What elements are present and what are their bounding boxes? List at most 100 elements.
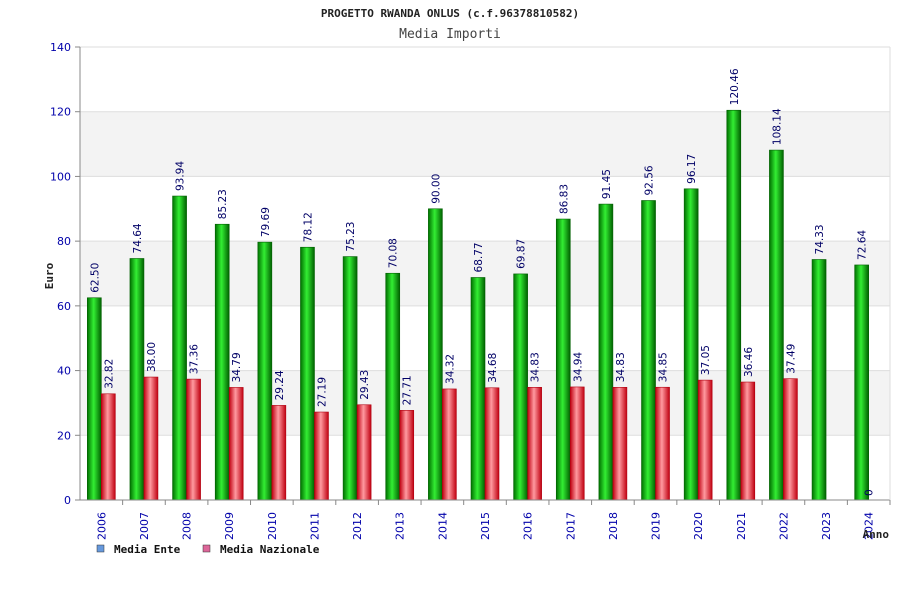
value-label-media-nazionale: 37.05 — [700, 345, 712, 375]
x-tick-label: 2023 — [820, 512, 833, 540]
y-tick-label: 20 — [57, 429, 71, 442]
bar-media-nazionale — [697, 379, 713, 501]
bar-media-ente — [769, 149, 784, 501]
value-label-media-nazionale: 38.00 — [146, 342, 158, 372]
value-label-media-nazionale: 37.36 — [189, 344, 201, 374]
bar-media-ente — [513, 273, 528, 501]
y-tick-label: 100 — [50, 170, 71, 183]
value-label-media-ente: 120.46 — [729, 68, 741, 105]
bar-media-nazionale — [314, 411, 329, 501]
chart-subtitle: Media Importi — [399, 27, 501, 42]
bar-media-ente — [172, 195, 187, 501]
y-axis-label: Euro — [43, 262, 56, 289]
value-label-media-ente: 91.45 — [601, 169, 613, 199]
value-label-media-ente: 68.77 — [473, 242, 485, 272]
x-tick-label: 2006 — [95, 512, 108, 540]
value-label-media-ente: 69.87 — [516, 239, 528, 269]
bar-media-nazionale — [228, 387, 244, 501]
bar-media-ente — [428, 208, 443, 501]
bar-media-ente — [257, 241, 273, 501]
x-tick-label: 2008 — [181, 512, 194, 540]
bar-media-nazionale — [186, 378, 201, 501]
value-label-media-ente: 72.64 — [857, 230, 869, 260]
value-label-media-nazionale: 34.85 — [658, 352, 670, 382]
y-tick-label: 120 — [50, 106, 71, 119]
grid-band — [80, 47, 890, 112]
bar-media-ente — [385, 272, 401, 501]
y-tick-label: 80 — [57, 235, 71, 248]
bar-media-nazionale — [356, 404, 372, 501]
legend-swatch-media-nazionale — [202, 544, 211, 553]
x-tick-label: 2018 — [607, 512, 620, 540]
value-label-media-ente: 90.00 — [430, 174, 442, 204]
bar-media-nazionale — [101, 393, 116, 501]
x-axis-label: Anno — [863, 528, 890, 541]
value-label-media-ente: 62.50 — [89, 263, 101, 293]
x-tick-label: 2012 — [351, 512, 364, 540]
x-tick-label: 2017 — [564, 512, 577, 540]
x-tick-label: 2010 — [266, 512, 279, 540]
legend-label-media-ente: Media Ente — [114, 543, 181, 556]
x-tick-label: 2007 — [138, 512, 151, 540]
x-tick-label: 2009 — [223, 512, 236, 540]
value-label-media-nazionale: 36.46 — [743, 347, 755, 377]
bar-media-nazionale — [143, 376, 159, 501]
x-tick-label: 2022 — [777, 512, 790, 540]
value-label-media-nazionale: 34.83 — [530, 352, 542, 382]
value-label-media-nazionale: 29.24 — [274, 370, 286, 400]
bar-media-nazionale — [399, 410, 415, 501]
y-tick-label: 140 — [50, 41, 71, 54]
x-tick-label: 2019 — [650, 512, 663, 540]
value-label-media-ente: 93.94 — [175, 161, 187, 191]
value-label-media-nazionale: 34.83 — [615, 352, 627, 382]
value-label-media-nazionale: 34.68 — [487, 353, 499, 383]
bar-media-nazionale — [484, 387, 500, 501]
bar-media-ente — [555, 218, 571, 501]
chart-title: PROGETTO RWANDA ONLUS (c.f.96378810582) — [321, 7, 579, 20]
x-tick-label: 2011 — [308, 512, 321, 540]
value-label-media-nazionale: 29.43 — [359, 370, 371, 400]
x-tick-label: 2013 — [394, 512, 407, 540]
bar-media-ente — [811, 259, 827, 501]
bar-media-ente — [598, 203, 614, 501]
bar-media-nazionale — [527, 387, 542, 501]
bar-media-ente — [641, 200, 656, 501]
value-label-media-nazionale: 32.82 — [103, 359, 115, 389]
value-label-media-nazionale: 34.32 — [444, 354, 456, 384]
bar-media-ente — [214, 223, 230, 501]
value-label-media-ente: 79.69 — [260, 207, 272, 237]
bar-media-nazionale — [569, 386, 585, 501]
x-tick-label: 2014 — [436, 512, 449, 540]
legend-swatch-media-ente — [96, 544, 105, 553]
bar-media-ente — [300, 246, 315, 501]
value-label-media-nazionale: 27.71 — [402, 375, 414, 405]
legend: Media Ente Media Nazionale — [96, 543, 320, 556]
bar-media-nazionale — [783, 378, 798, 501]
y-tick-label: 40 — [57, 365, 71, 378]
x-tick-label: 2020 — [692, 512, 705, 540]
y-tick-label: 60 — [57, 300, 71, 313]
y-tick-label: 0 — [64, 494, 71, 507]
value-label-zero: 0 — [864, 489, 876, 496]
value-label-media-nazionale: 34.79 — [231, 352, 243, 382]
value-label-media-nazionale: 34.94 — [572, 352, 584, 382]
bar-media-ente — [726, 109, 742, 501]
bar-media-ente — [129, 258, 145, 501]
bar-media-nazionale — [655, 386, 670, 501]
value-label-media-ente: 74.64 — [132, 223, 144, 253]
value-label-media-ente: 86.83 — [558, 184, 570, 214]
value-label-media-ente: 78.12 — [302, 212, 314, 242]
bar-media-ente — [683, 188, 699, 501]
grid-band — [80, 176, 890, 242]
bar-media-nazionale — [612, 387, 628, 501]
bar-media-ente — [470, 277, 486, 501]
value-label-media-ente: 108.14 — [771, 108, 783, 145]
bar-media-nazionale — [740, 381, 756, 501]
value-label-media-ente: 85.23 — [217, 189, 229, 219]
bar-media-nazionale — [271, 405, 287, 501]
value-label-media-nazionale: 27.19 — [316, 377, 328, 407]
value-label-media-ente: 70.08 — [388, 238, 400, 268]
value-label-media-ente: 92.56 — [644, 165, 656, 195]
legend-label-media-nazionale: Media Nazionale — [220, 543, 320, 556]
